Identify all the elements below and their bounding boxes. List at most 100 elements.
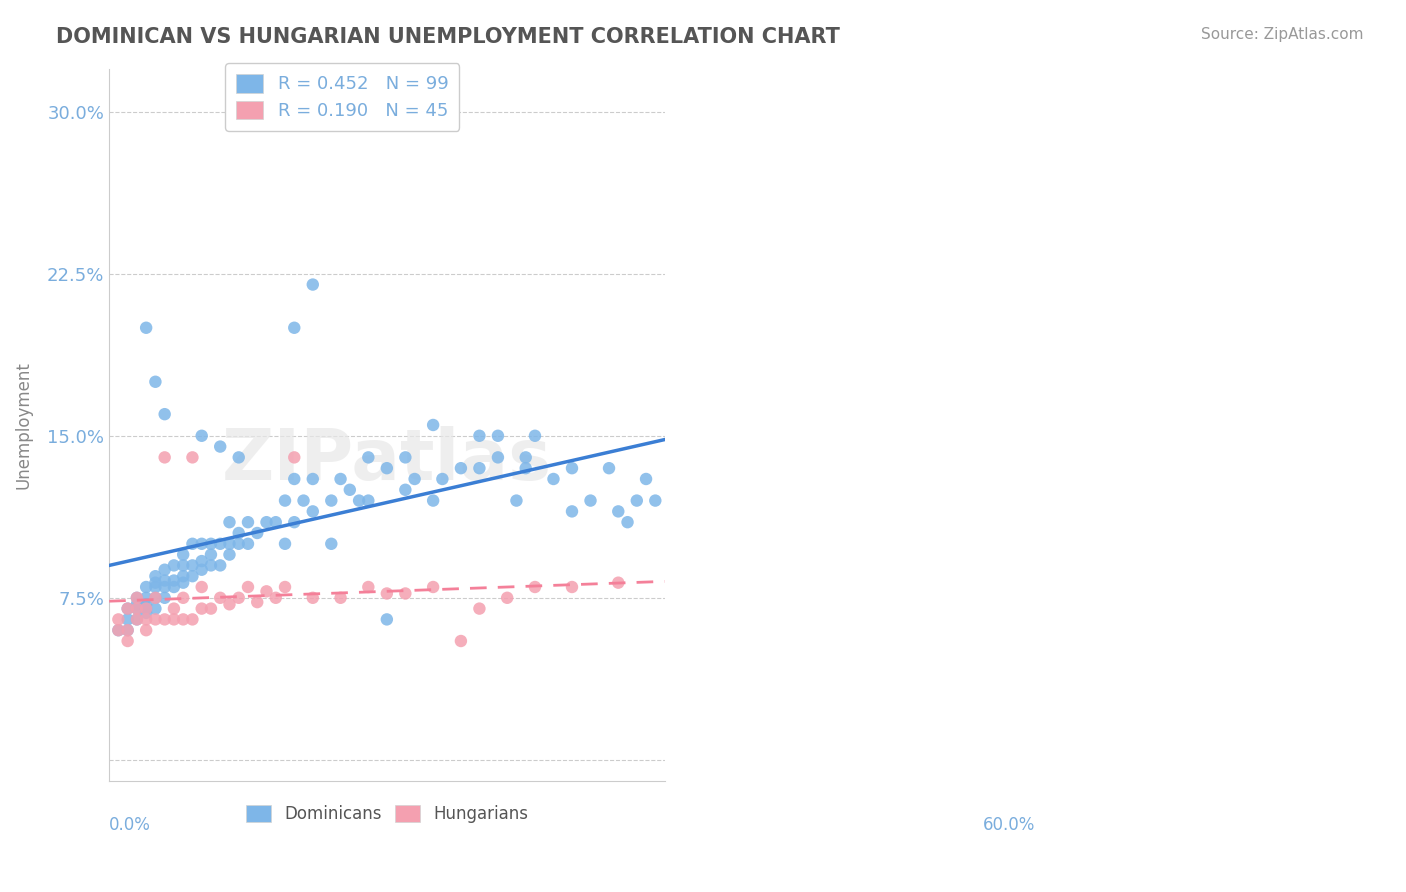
Dominicans <box>209 440 232 454</box>
Dominicans <box>135 320 157 334</box>
Dominicans <box>468 461 491 475</box>
Hungarians <box>135 624 157 638</box>
Dominicans <box>274 493 297 508</box>
Dominicans <box>145 580 167 594</box>
Dominicans <box>301 472 323 486</box>
Dominicans <box>598 461 620 475</box>
Dominicans <box>283 515 305 529</box>
Dominicans <box>246 526 269 541</box>
Dominicans <box>145 601 167 615</box>
Legend: Dominicans, Hungarians: Dominicans, Hungarians <box>239 798 534 830</box>
Dominicans <box>107 624 129 638</box>
Dominicans <box>218 515 240 529</box>
Text: Source: ZipAtlas.com: Source: ZipAtlas.com <box>1201 27 1364 42</box>
Hungarians <box>153 612 176 626</box>
Hungarians <box>607 575 630 590</box>
Hungarians <box>301 591 323 605</box>
Dominicans <box>486 450 509 465</box>
Dominicans <box>422 417 444 432</box>
Dominicans <box>283 320 305 334</box>
Dominicans <box>505 493 527 508</box>
Dominicans <box>404 472 426 486</box>
Dominicans <box>228 450 250 465</box>
Dominicans <box>357 450 380 465</box>
Dominicans <box>125 597 148 611</box>
Dominicans <box>153 580 176 594</box>
Dominicans <box>172 575 194 590</box>
Hungarians <box>181 450 204 465</box>
Text: ZIPatlas: ZIPatlas <box>222 426 553 495</box>
Dominicans <box>543 472 565 486</box>
Dominicans <box>228 537 250 551</box>
Dominicans <box>163 574 186 588</box>
Hungarians <box>394 586 416 600</box>
Dominicans <box>375 612 398 626</box>
Hungarians <box>422 580 444 594</box>
Dominicans <box>163 558 186 573</box>
Dominicans <box>135 591 157 605</box>
Dominicans <box>125 591 148 605</box>
Hungarians <box>107 612 129 626</box>
Dominicans <box>163 580 186 594</box>
Hungarians <box>209 591 232 605</box>
Dominicans <box>515 450 537 465</box>
Dominicans <box>209 537 232 551</box>
Dominicans <box>616 515 638 529</box>
Dominicans <box>218 548 240 562</box>
Dominicans <box>394 450 416 465</box>
Dominicans <box>607 504 630 518</box>
Hungarians <box>468 601 491 615</box>
Dominicans <box>523 429 546 443</box>
Hungarians <box>135 601 157 615</box>
Dominicans <box>357 493 380 508</box>
Hungarians <box>246 595 269 609</box>
Dominicans <box>561 461 583 475</box>
Dominicans <box>515 461 537 475</box>
Hungarians <box>357 580 380 594</box>
Dominicans <box>181 558 204 573</box>
Dominicans <box>172 548 194 562</box>
Dominicans <box>292 493 315 508</box>
Dominicans <box>145 569 167 583</box>
Hungarians <box>125 601 148 615</box>
Dominicans <box>117 612 139 626</box>
Dominicans <box>283 472 305 486</box>
Hungarians <box>264 591 287 605</box>
Dominicans <box>264 515 287 529</box>
Dominicans <box>321 493 343 508</box>
Dominicans <box>634 472 657 486</box>
Hungarians <box>153 450 176 465</box>
Dominicans <box>432 472 454 486</box>
Hungarians <box>218 597 240 611</box>
Dominicans <box>422 493 444 508</box>
Dominicans <box>153 563 176 577</box>
Dominicans <box>190 537 212 551</box>
Dominicans <box>339 483 361 497</box>
Dominicans <box>153 574 176 588</box>
Hungarians <box>107 624 129 638</box>
Dominicans <box>450 461 472 475</box>
Dominicans <box>200 548 222 562</box>
Dominicans <box>125 601 148 615</box>
Hungarians <box>256 584 278 599</box>
Dominicans <box>301 504 323 518</box>
Hungarians <box>375 586 398 600</box>
Dominicans <box>200 558 222 573</box>
Dominicans <box>117 624 139 638</box>
Hungarians <box>190 601 212 615</box>
Hungarians <box>228 591 250 605</box>
Dominicans <box>145 591 167 605</box>
Dominicans <box>181 537 204 551</box>
Dominicans <box>135 606 157 620</box>
Hungarians <box>200 601 222 615</box>
Dominicans <box>256 515 278 529</box>
Dominicans <box>145 375 167 389</box>
Hungarians <box>283 450 305 465</box>
Text: 0.0%: 0.0% <box>110 815 150 834</box>
Hungarians <box>163 601 186 615</box>
Dominicans <box>644 493 666 508</box>
Dominicans <box>579 493 602 508</box>
Hungarians <box>274 580 297 594</box>
Text: DOMINICAN VS HUNGARIAN UNEMPLOYMENT CORRELATION CHART: DOMINICAN VS HUNGARIAN UNEMPLOYMENT CORR… <box>56 27 841 46</box>
Dominicans <box>218 537 240 551</box>
